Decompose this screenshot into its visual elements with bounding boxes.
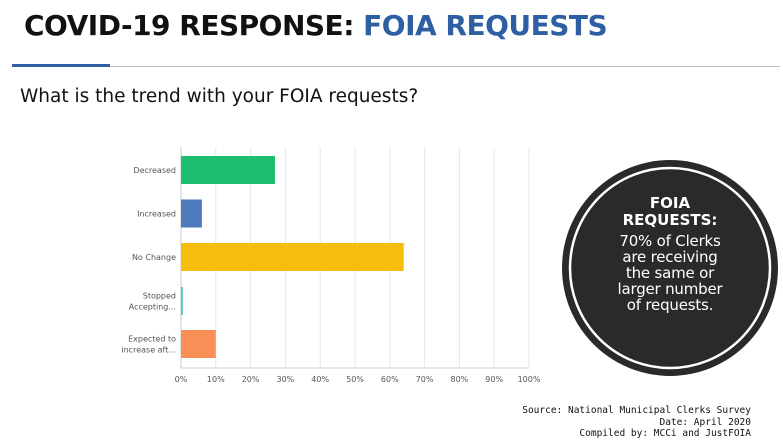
callout-body: 70% of Clerks are receiving the same or … — [617, 232, 723, 314]
callout-circle — [562, 160, 778, 376]
source-credits: Source: National Municipal Clerks Survey… — [522, 405, 751, 440]
x-tick-label: 30% — [277, 375, 295, 384]
x-tick-label: 0% — [175, 375, 188, 384]
x-tick-label: 60% — [381, 375, 399, 384]
category-label: increase aft... — [121, 346, 176, 355]
category-label: Increased — [137, 210, 176, 219]
category-label: Expected to — [128, 335, 176, 344]
header-accent-bar — [12, 64, 110, 67]
x-tick-label: 20% — [242, 375, 260, 384]
compiled-by-line: Compiled by: MCCi and JustFOIA — [579, 428, 751, 439]
x-tick-label: 70% — [416, 375, 434, 384]
category-label: Stopped — [143, 292, 176, 301]
bar-increased — [181, 199, 202, 228]
chart-bars — [181, 156, 404, 358]
x-tick-label: 100% — [518, 375, 541, 384]
x-tick-label: 80% — [451, 375, 469, 384]
x-tick-label: 50% — [346, 375, 364, 384]
x-tick-label: 90% — [485, 375, 503, 384]
title-main: COVID-19 RESPONSE: — [24, 9, 364, 42]
x-axis-ticks: 0% 10% 20% 30% 40% 50% 60% 70% 80% 90% 100% — [175, 375, 541, 384]
callout-text: FOIA REQUESTS: 70% of Clerks are receivi… — [560, 194, 780, 314]
callout-heading: FOIA REQUESTS: — [622, 194, 718, 229]
source-line: Source: National Municipal Clerks Survey — [522, 405, 751, 416]
page-title: COVID-19 RESPONSE: FOIA REQUESTS — [24, 9, 608, 42]
category-labels: Decreased Increased No Change Stopped Accept… — [121, 166, 176, 355]
date-line: Date: April 2020 — [659, 416, 751, 428]
category-label: Accepting... — [129, 303, 176, 312]
bar-decreased — [181, 156, 275, 184]
x-tick-label: 40% — [311, 375, 329, 384]
x-tick-label: 10% — [207, 375, 225, 384]
category-label: No Change — [132, 253, 176, 262]
bar-no-change — [181, 243, 404, 271]
bar-expected-to-increase-aft — [181, 330, 216, 358]
survey-question: What is the trend with your FOIA request… — [20, 86, 419, 107]
bar-stopped-accepting — [181, 287, 183, 315]
header-divider — [12, 66, 780, 67]
title-accent: FOIA REQUESTS — [363, 9, 608, 42]
category-label: Decreased — [133, 166, 176, 175]
